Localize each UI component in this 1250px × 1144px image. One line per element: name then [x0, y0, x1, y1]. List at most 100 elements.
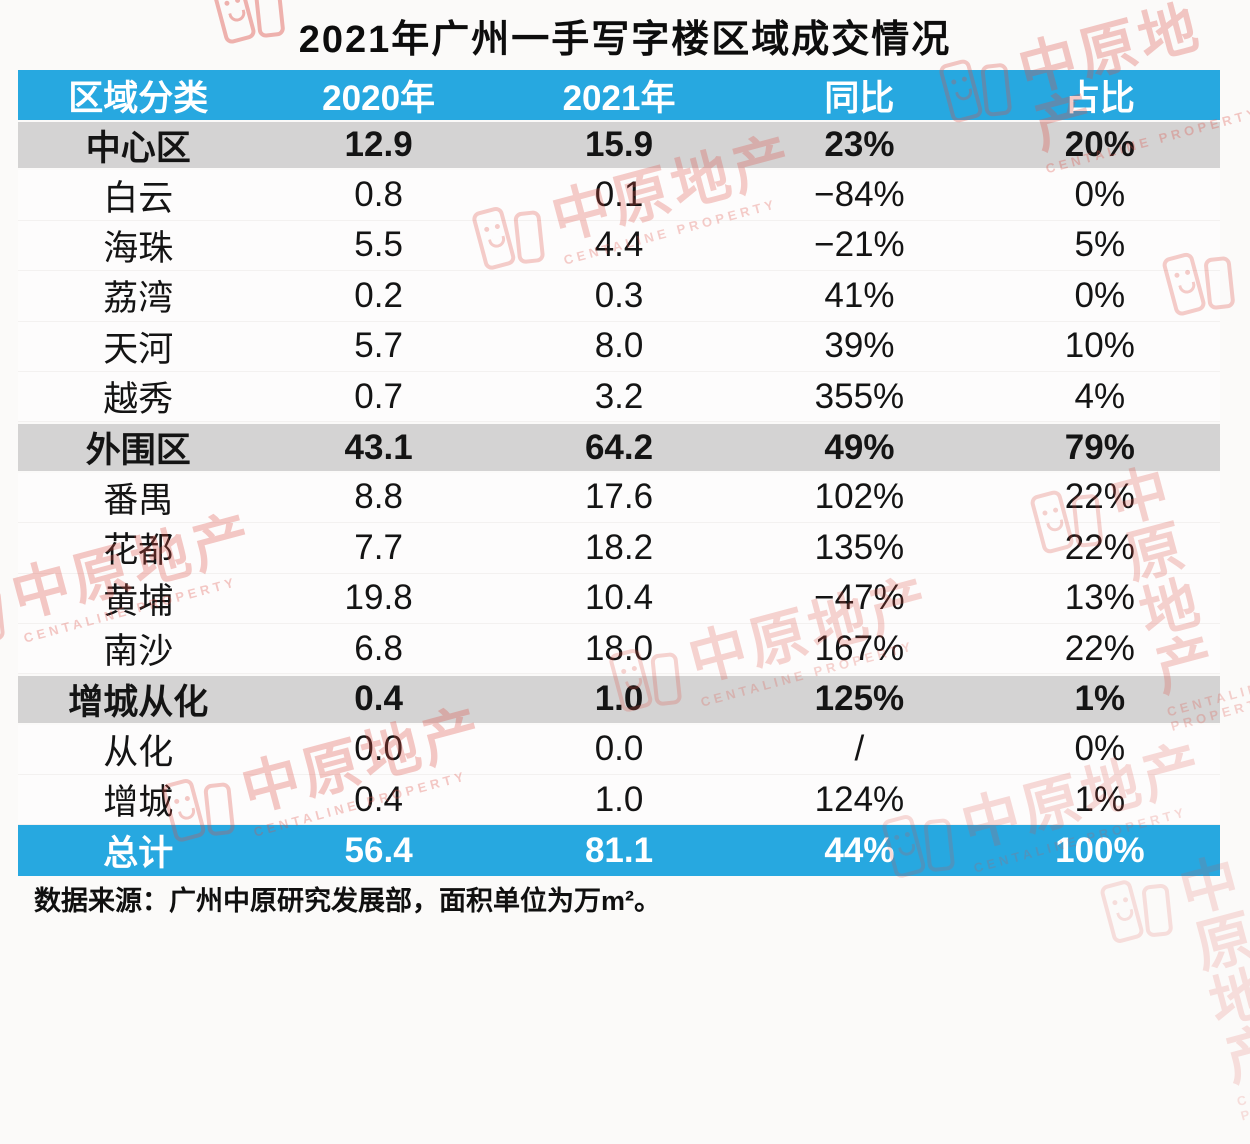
table-cell: 43.1 [344, 427, 413, 467]
centaline-logo-icon [1098, 870, 1177, 948]
column-header-4: 占比 [1064, 78, 1135, 118]
row-label: 天河 [103, 329, 174, 369]
table-cell: 125% [814, 679, 905, 719]
table-row: 增城从化 0.4 1.0 125% 1% [18, 674, 1220, 725]
watermark-brand-text: 中原地产 [1173, 846, 1250, 1094]
table-cell: 39% [824, 326, 895, 366]
table-row: 黄埔 19.8 10.4 −47% 13% [18, 573, 1220, 624]
row-label: 白云 [103, 178, 174, 218]
table-cell: / [854, 729, 865, 769]
table-cell: 20% [1064, 125, 1135, 165]
table-cell: −84% [814, 175, 905, 215]
table-cell: 1.0 [594, 779, 644, 819]
row-label: 增城 [103, 783, 174, 823]
row-label: 黄埔 [103, 581, 174, 621]
table-cell: 0.1 [594, 175, 644, 215]
table-cell: 10% [1064, 326, 1135, 366]
centaline-logo-icon [0, 575, 9, 653]
table-cell: 22% [1064, 527, 1135, 567]
row-label: 从化 [103, 732, 174, 772]
watermark: 中原地产 CENTALINE PROPERTY [1098, 838, 1250, 1143]
column-header-3: 同比 [824, 78, 895, 118]
table-header-row: 区域分类 2020年 2021年 同比 占比 [18, 70, 1220, 120]
table-row: 从化 0.0 0.0 / 0% [18, 724, 1220, 776]
row-label: 总计 [103, 834, 174, 874]
table-cell: 18.2 [584, 527, 654, 567]
table-cell: 5.5 [354, 225, 403, 265]
table-cell: 355% [814, 376, 905, 416]
table-cell: 81.1 [584, 830, 654, 870]
row-label: 越秀 [103, 380, 174, 420]
table-cell: 0.2 [354, 275, 403, 315]
table-row: 中心区 12.9 15.9 23% 20% [18, 120, 1220, 171]
table-cell: 0% [1074, 729, 1126, 769]
column-header-0: 区域分类 [68, 78, 209, 118]
table-cell: 124% [814, 779, 905, 819]
table-row: 外围区 43.1 64.2 49% 79% [18, 422, 1220, 473]
row-label: 花都 [103, 531, 174, 571]
table-cell: 17.6 [584, 477, 654, 517]
table-row: 越秀 0.7 3.2 355% 4% [18, 371, 1220, 423]
table-cell: 23% [824, 125, 895, 165]
table-cell: 167% [814, 628, 905, 668]
table-cell: 4.4 [594, 225, 644, 265]
table-cell: 0.8 [354, 175, 403, 215]
transactions-table: 区域分类 2020年 2021年 同比 占比 中心区 12.9 15.9 23% 20% 白云 0.… [18, 70, 1220, 876]
table-body: 中心区 12.9 15.9 23% 20% 白云 0.8 0.1 −84% 0% 海珠 5.5 4.4 −… [18, 120, 1220, 876]
table-cell: 44% [824, 830, 895, 870]
table-cell: 3.2 [594, 376, 644, 416]
data-source-note: 数据来源：广州中原研究发展部，面积单位为万m²。 [34, 885, 661, 916]
table-cell: 5.7 [354, 326, 403, 366]
table-row: 花都 7.7 18.2 135% 22% [18, 523, 1220, 574]
table-cell: 7.7 [354, 527, 403, 567]
table-cell: 6.8 [354, 628, 403, 668]
table-cell: 22% [1064, 477, 1135, 517]
table-row: 南沙 6.8 18.0 167% 22% [18, 623, 1220, 675]
page-title: 2021年广州一手写字楼区域成交情况 [298, 19, 952, 61]
table-cell: 79% [1064, 427, 1135, 467]
row-label: 番禺 [103, 480, 174, 520]
row-label: 南沙 [103, 632, 174, 672]
table-cell: 64.2 [584, 427, 654, 467]
table-cell: 0.0 [594, 729, 644, 769]
table-cell: 0% [1074, 175, 1126, 215]
table-cell: 0% [1074, 275, 1126, 315]
table-cell: 41% [824, 275, 895, 315]
row-label: 外围区 [85, 431, 191, 471]
watermark-brand-subtext: CENTALINE PROPERTY [1235, 1066, 1250, 1124]
table-cell: 1% [1074, 679, 1126, 719]
table-cell: 8.8 [354, 477, 403, 517]
table-cell: 102% [814, 477, 905, 517]
row-label: 增城从化 [68, 683, 209, 722]
table-cell: 10.4 [584, 578, 654, 618]
table-cell: 56.4 [344, 830, 413, 870]
table-cell: 5% [1074, 225, 1126, 265]
table-cell: 0.0 [354, 729, 403, 769]
table-cell: 0.4 [354, 779, 403, 819]
table-cell: 135% [814, 527, 905, 567]
row-label: 海珠 [103, 228, 174, 268]
table-row: 海珠 5.5 4.4 −21% 5% [18, 220, 1220, 272]
table-cell: 49% [824, 427, 895, 467]
table-cell: 0.7 [354, 376, 403, 416]
table-row: 总计 56.4 81.1 44% 100% [18, 825, 1220, 876]
table-cell: −21% [814, 225, 905, 265]
table-cell: 1.0 [594, 679, 644, 719]
table-cell: 1% [1074, 779, 1126, 819]
row-label: 荔湾 [103, 279, 174, 319]
table-cell: 12.9 [344, 125, 413, 165]
table-row: 白云 0.8 0.1 −84% 0% [18, 170, 1220, 221]
table-row: 增城 0.4 1.0 124% 1% [18, 775, 1220, 826]
table-cell: 13% [1064, 578, 1135, 618]
table-cell: 4% [1074, 376, 1126, 416]
table-row: 天河 5.7 8.0 39% 10% [18, 321, 1220, 372]
column-header-1: 2020年 [322, 78, 436, 118]
table-cell: 8.0 [594, 326, 644, 366]
table-cell: 18.0 [584, 628, 654, 668]
table-cell: 22% [1064, 628, 1135, 668]
table-row: 荔湾 0.2 0.3 41% 0% [18, 271, 1220, 322]
table-cell: 0.4 [354, 679, 403, 719]
table-row: 番禺 8.8 17.6 102% 22% [18, 472, 1220, 524]
table-cell: 0.3 [594, 275, 644, 315]
column-header-2: 2021年 [562, 78, 676, 118]
